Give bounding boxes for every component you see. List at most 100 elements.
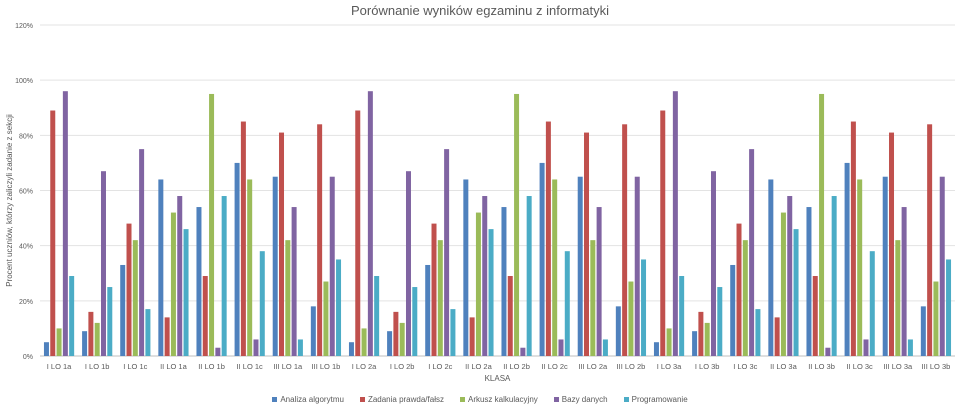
bar-arkusz-kalkulacyjny (361, 328, 367, 356)
x-tick-label: I LO 1b (85, 362, 110, 371)
legend-swatch (553, 397, 559, 403)
bar-arkusz-kalkulacyjny (933, 281, 939, 356)
bar-analiza-algorytmu (692, 331, 698, 356)
bar-zadania-prawda-fa-sz (279, 132, 285, 356)
bar-bazy-danych (482, 196, 488, 356)
bar-bazy-danych (367, 91, 373, 356)
legend-item: Programowanie (623, 395, 688, 404)
bar-bazy-danych (634, 176, 640, 356)
x-tick-label: II LO 3c (847, 362, 874, 371)
bar-arkusz-kalkulacyjny (704, 322, 710, 356)
bar-programowanie (336, 259, 342, 356)
bar-analiza-algorytmu (82, 331, 88, 356)
bar-zadania-prawda-fa-sz (545, 121, 551, 357)
bar-analiza-algorytmu (501, 207, 507, 356)
bar-programowanie (946, 259, 952, 356)
bar-zadania-prawda-fa-sz (507, 276, 513, 356)
bar-zadania-prawda-fa-sz (736, 223, 742, 356)
bar-bazy-danych (825, 347, 831, 356)
bar-programowanie (564, 251, 570, 356)
bar-arkusz-kalkulacyjny (132, 240, 138, 356)
x-tick-label: I LO 1c (123, 362, 147, 371)
bar-bazy-danych (901, 207, 907, 356)
bar-programowanie (221, 196, 227, 356)
bar-bazy-danych (444, 149, 450, 356)
y-tick-label: 20% (19, 299, 33, 306)
bar-analiza-algorytmu (615, 306, 621, 356)
y-tick-label: 0% (23, 354, 33, 361)
bar-programowanie (526, 196, 532, 356)
bar-programowanie (869, 251, 875, 356)
bar-programowanie (831, 196, 837, 356)
bar-analiza-algorytmu (196, 207, 202, 356)
legend-item: Zadania prawda/fałsz (359, 395, 444, 404)
legend-swatch (272, 397, 278, 403)
bar-analiza-algorytmu (653, 342, 659, 356)
bar-programowanie (755, 309, 761, 356)
x-tick-label: I LO 2b (390, 362, 415, 371)
bar-programowanie (297, 339, 303, 356)
bar-bazy-danych (863, 339, 869, 356)
x-tick-label: III LO 1b (312, 362, 341, 371)
bar-bazy-danych (253, 339, 259, 356)
bar-arkusz-kalkulacyjny (437, 240, 443, 356)
bar-analiza-algorytmu (768, 179, 774, 356)
bar-bazy-danych (177, 196, 183, 356)
bar-analiza-algorytmu (387, 331, 393, 356)
bar-zadania-prawda-fa-sz (889, 132, 895, 356)
y-tick-label: 120% (15, 23, 33, 30)
bar-arkusz-kalkulacyjny (895, 240, 901, 356)
bar-programowanie (259, 251, 265, 356)
x-tick-label: I LO 3b (695, 362, 720, 371)
bar-arkusz-kalkulacyjny (399, 322, 405, 356)
bar-zadania-prawda-fa-sz (927, 124, 933, 356)
bar-bazy-danych (62, 91, 68, 356)
x-tick-label: II LO 2a (465, 362, 493, 371)
bar-arkusz-kalkulacyjny (742, 240, 748, 356)
bar-programowanie (412, 287, 418, 356)
bar-arkusz-kalkulacyjny (857, 179, 863, 356)
bar-analiza-algorytmu (882, 176, 888, 356)
bar-bazy-danych (558, 339, 564, 356)
x-tick-label: III LO 3b (922, 362, 951, 371)
bar-programowanie (450, 309, 456, 356)
y-tick-label: 80% (19, 133, 33, 140)
legend-item: Analiza algorytmu (272, 395, 344, 404)
bar-analiza-algorytmu (806, 207, 812, 356)
bar-zadania-prawda-fa-sz (850, 121, 856, 357)
y-tick-label: 100% (15, 78, 33, 85)
bar-arkusz-kalkulacyjny (514, 93, 520, 356)
x-tick-label: I LO 2c (428, 362, 452, 371)
bar-zadania-prawda-fa-sz (622, 124, 628, 356)
bar-analiza-algorytmu (425, 264, 431, 356)
bar-zadania-prawda-fa-sz (355, 110, 361, 356)
bar-programowanie (641, 259, 647, 356)
x-tick-label: II LO 1b (198, 362, 225, 371)
x-tick-label: I LO 1a (47, 362, 72, 371)
bar-zadania-prawda-fa-sz (202, 276, 208, 356)
bar-arkusz-kalkulacyjny (209, 93, 215, 356)
bar-analiza-algorytmu (844, 162, 850, 356)
bar-zadania-prawda-fa-sz (240, 121, 246, 357)
bar-analiza-algorytmu (43, 342, 49, 356)
y-axis-label: Procent uczniów, którzy zaliczyli zadani… (5, 114, 14, 287)
bar-bazy-danych (672, 91, 678, 356)
bar-arkusz-kalkulacyjny (475, 212, 481, 356)
bar-programowanie (107, 287, 113, 356)
bar-zadania-prawda-fa-sz (660, 110, 666, 356)
legend-item: Arkusz kalkulacyjny (459, 395, 538, 404)
x-tick-label: III LO 2a (578, 362, 608, 371)
legend-label: Analiza algorytmu (280, 395, 344, 404)
bar-zadania-prawda-fa-sz (584, 132, 590, 356)
bar-zadania-prawda-fa-sz (164, 317, 170, 356)
bar-programowanie (183, 229, 189, 356)
bar-analiza-algorytmu (539, 162, 545, 356)
bar-bazy-danych (520, 347, 526, 356)
bar-zadania-prawda-fa-sz (88, 311, 94, 356)
legend: Analiza algorytmu Zadania prawda/fałsz Ark… (0, 395, 960, 404)
legend-swatch (623, 397, 629, 403)
bar-arkusz-kalkulacyjny (56, 328, 62, 356)
bar-analiza-algorytmu (577, 176, 583, 356)
bar-zadania-prawda-fa-sz (469, 317, 475, 356)
